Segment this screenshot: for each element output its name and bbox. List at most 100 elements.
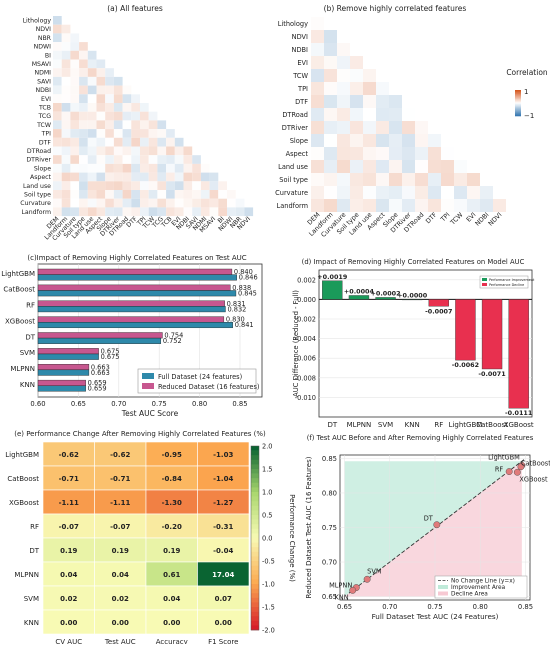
colorbar-step	[251, 574, 259, 580]
corr-cell	[96, 129, 106, 138]
corr-cell	[96, 137, 106, 147]
corr-cell	[53, 50, 62, 60]
corr-cell	[337, 56, 350, 69]
colorbar-tick: 1	[524, 88, 528, 96]
corr-cell	[79, 59, 88, 69]
corr-cell	[402, 173, 415, 186]
bar-reduced	[37, 348, 99, 355]
corr-cell	[192, 181, 201, 190]
cell-value: 0.04	[163, 595, 180, 603]
corr-cell	[311, 56, 324, 69]
row-label: DT	[29, 547, 39, 555]
diff-bar	[348, 295, 370, 300]
corr-cell	[70, 163, 80, 173]
corr-cell	[157, 207, 167, 217]
y-tick-label: DTRoad	[282, 111, 308, 119]
row-label: SVM	[24, 595, 39, 603]
corr-cell	[113, 103, 123, 112]
colorbar-step	[251, 588, 259, 594]
corr-cell	[140, 137, 149, 147]
corr-cell	[131, 163, 140, 173]
y-tick-label: DTRiver	[282, 124, 308, 132]
corr-cell	[363, 147, 376, 160]
bar-label: +0.0004	[344, 287, 375, 295]
y-tick-label: -0.002	[295, 316, 316, 324]
colorbar-step	[251, 515, 259, 520]
corr-cell	[389, 199, 402, 212]
corr-cell	[311, 186, 324, 199]
bar-label: 0.846	[239, 274, 258, 282]
cell-value: 17.04	[212, 571, 234, 579]
cell-value: -0.71	[59, 475, 79, 483]
corr-cell	[200, 163, 210, 173]
corr-cell	[61, 50, 71, 60]
colorbar-step	[515, 97, 521, 100]
bar-label: 0.831	[227, 300, 246, 308]
y-tick-label: 0.80	[322, 489, 337, 497]
corr-cell	[53, 155, 62, 164]
corr-cell	[53, 146, 62, 156]
cell-value: -0.62	[110, 451, 130, 459]
corr-cell	[389, 173, 402, 186]
corr-cell	[454, 199, 467, 212]
corr-cell	[96, 207, 106, 217]
corr-cell	[113, 94, 123, 103]
corr-cell	[174, 137, 184, 147]
corr-cell	[79, 129, 88, 138]
corr-cell	[227, 207, 236, 217]
y-tick-label: DTF	[295, 98, 308, 106]
corr-cell	[363, 186, 376, 199]
corr-cell	[122, 146, 132, 156]
cell-value: 0.02	[60, 595, 77, 603]
corr-cell	[157, 181, 167, 190]
corr-cell	[350, 108, 363, 121]
cell-value: 0.19	[112, 547, 129, 555]
corr-cell	[87, 103, 97, 112]
corr-cell	[70, 50, 80, 60]
corr-cell	[415, 173, 428, 186]
colorbar-step	[251, 473, 259, 479]
colorbar-tick: 0.0	[262, 535, 273, 543]
colorbar-step	[251, 584, 259, 589]
legend-label: Improvement Area	[451, 585, 506, 591]
corr-cell	[70, 111, 80, 121]
corr-cell	[61, 33, 71, 43]
panel-e-performance-heatmap: (e) Performance Change After Removing Hi…	[5, 430, 296, 648]
corr-cell	[87, 181, 97, 190]
y-tick-label: Aspect	[30, 174, 52, 181]
corr-cell	[350, 56, 363, 69]
heat-cell	[197, 585, 250, 611]
panel-c-test-auc-bars: (c)Impact of Removing Highly Correlated …	[1, 254, 263, 418]
corr-cell	[70, 137, 80, 147]
corr-cell	[140, 172, 149, 182]
bar-full	[37, 322, 233, 329]
scatter-point	[433, 521, 441, 529]
colorbar-step	[515, 103, 521, 105]
bar-reduced	[37, 364, 90, 371]
corr-cell	[96, 76, 106, 86]
corr-cell	[61, 207, 71, 217]
corr-cell	[157, 172, 167, 182]
colorbar-step	[251, 528, 259, 534]
bar-full	[37, 369, 90, 376]
corr-cell	[209, 198, 219, 208]
corr-cell	[166, 146, 175, 156]
corr-cell	[79, 94, 88, 103]
corr-cell	[105, 94, 114, 103]
cell-value: -0.04	[213, 547, 233, 555]
corr-cell	[350, 121, 363, 134]
x-tick-label: BI	[217, 215, 226, 224]
corr-cell	[402, 108, 415, 121]
x-tick-label: 0.75	[427, 603, 442, 611]
panel-f-title: (f) Test AUC Before and After Removing H…	[307, 434, 534, 442]
corr-cell	[53, 198, 62, 208]
corr-cell	[311, 173, 324, 186]
corr-cell	[61, 198, 71, 208]
corr-cell	[428, 160, 441, 173]
corr-cell	[53, 94, 62, 103]
corr-cell	[209, 207, 219, 217]
y-tick-label: -0.008	[295, 374, 316, 382]
colorbar-step	[515, 114, 521, 117]
heat-cell	[145, 609, 198, 635]
